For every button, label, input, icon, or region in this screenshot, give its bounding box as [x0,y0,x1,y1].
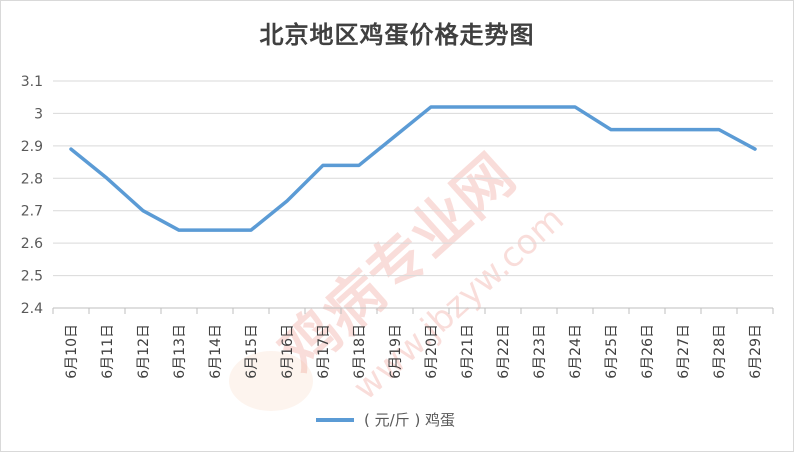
x-tick-label: 6月22日 [496,324,512,379]
y-tick-label: 3 [34,106,43,122]
x-tick-label: 6月15日 [244,324,260,379]
data-point [609,128,613,131]
x-tick-label: 6月24日 [568,324,584,379]
x-tick-label: 6月27日 [676,324,692,379]
y-tick-label: 2.6 [21,236,43,252]
x-tick-label: 6月12日 [136,324,152,379]
data-point [393,134,397,138]
x-tick-label: 6月13日 [172,324,188,379]
x-tick-label: 6月16日 [280,324,296,379]
x-tick-label: 6月19日 [388,324,404,379]
data-point [69,147,73,151]
data-point [429,105,433,109]
x-tick-label: 6月14日 [208,324,224,379]
legend: ( 元/斤 ) 鸡蛋 [316,409,455,430]
data-point [177,228,181,232]
x-tick-label: 6月25日 [604,324,620,379]
data-point [357,164,361,167]
y-tick-label: 2.7 [21,204,43,220]
x-tick-label: 6月11日 [100,324,116,379]
x-tick-label: 6月17日 [316,324,332,379]
data-point [321,164,325,167]
x-tick-label: 6月23日 [532,324,548,379]
data-point [213,228,217,232]
x-tick-label: 6月21日 [460,324,476,379]
x-tick-label: 6月10日 [64,324,80,379]
data-point [645,128,649,131]
y-tick-label: 2.9 [21,139,43,155]
x-tick-label: 6月18日 [352,324,368,379]
y-tick-label: 2.8 [21,171,43,187]
y-tick-label: 2.4 [21,301,43,317]
x-tick-label: 6月29日 [748,324,764,379]
data-point [465,105,469,109]
legend-label: ( 元/斤 ) 鸡蛋 [364,411,456,429]
data-point [501,105,505,109]
data-point [105,177,109,180]
data-point [753,147,757,151]
y-tick-label: 3.1 [21,74,43,90]
x-tick-label: 6月26日 [640,324,656,379]
data-point [285,199,289,203]
x-tick-label: 6月28日 [712,324,728,379]
data-point [681,128,685,131]
legend-swatch [316,417,354,422]
data-point [249,228,253,232]
data-point [141,209,145,212]
chart-title: 北京地区鸡蛋价格走势图 [259,21,535,49]
data-point [573,105,577,109]
data-point [717,128,721,131]
y-tick-label: 2.5 [21,269,43,285]
data-point [537,105,541,109]
series-line [69,105,757,232]
x-tick-label: 6月20日 [424,324,440,379]
